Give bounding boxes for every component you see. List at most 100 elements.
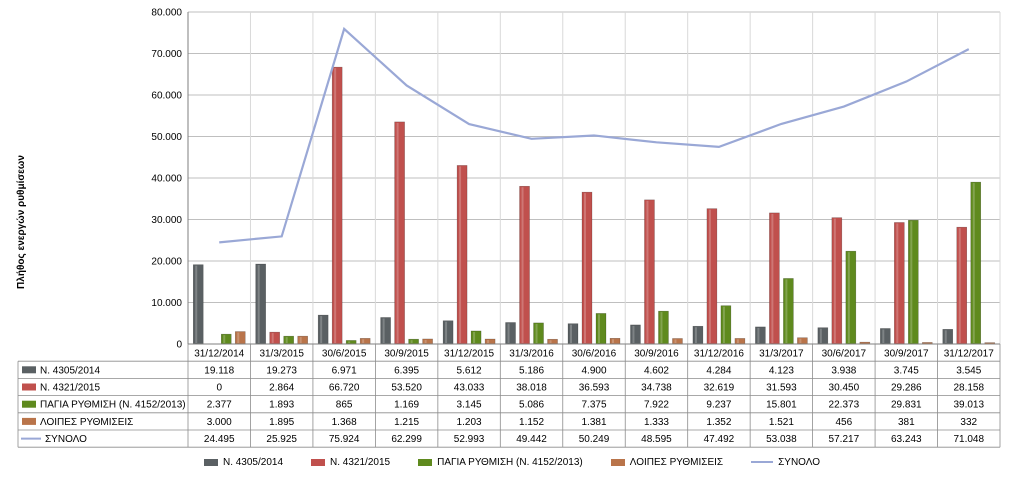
data-label: 57.217 [829, 434, 860, 445]
bar [880, 328, 891, 345]
data-label: 1.352 [706, 417, 731, 428]
x-tick-label: 30/6/2016 [572, 349, 617, 360]
bar [783, 278, 794, 345]
data-label: 3.145 [457, 400, 482, 411]
bar-highlight [320, 316, 323, 343]
data-label: 15.801 [766, 400, 797, 411]
bar-highlight [487, 340, 490, 343]
data-label: 1.215 [394, 417, 419, 428]
bar [970, 181, 982, 345]
bar [255, 263, 266, 345]
data-label: 1.893 [269, 400, 294, 411]
x-tick-label: 30/6/2017 [822, 349, 867, 360]
data-label: 5.612 [457, 365, 482, 376]
bar-highlight [195, 265, 198, 343]
bar [609, 338, 621, 345]
legend-swatch [610, 458, 625, 466]
bar-highlight [237, 332, 240, 343]
bar-highlight [257, 265, 260, 343]
row-label: Ν. 4305/2014 [40, 365, 100, 376]
row-swatch [22, 366, 36, 374]
row-swatch [22, 417, 36, 425]
data-label: 1.895 [269, 417, 294, 428]
bar-highlight [473, 331, 476, 343]
data-label: 2.377 [207, 400, 232, 411]
row-swatch [22, 383, 36, 391]
bar [317, 314, 329, 345]
bar [567, 323, 579, 345]
bar [755, 326, 766, 345]
bar-highlight [348, 341, 351, 343]
row-swatch [22, 400, 36, 408]
bar-highlight [833, 218, 836, 343]
bar-highlight [674, 339, 677, 343]
data-label: 75.924 [329, 434, 360, 445]
data-label: 5.186 [519, 365, 544, 376]
legend-item: ΣΥΝΟΛΟ [751, 457, 820, 468]
bar [456, 165, 468, 345]
data-label: 24.495 [204, 434, 235, 445]
data-label: 1.152 [519, 417, 544, 428]
bar-highlight [722, 306, 725, 343]
bar [505, 322, 516, 345]
data-label: 63.243 [891, 434, 922, 445]
legend-label: Ν. 4305/2014 [222, 456, 284, 468]
bar-highlight [708, 209, 711, 343]
bar-highlight [299, 337, 302, 343]
data-label: 0 [216, 383, 222, 394]
data-label: 39.013 [953, 400, 984, 411]
y-tick-label: 10.000 [151, 298, 182, 309]
data-label: 32.619 [704, 383, 735, 394]
bar [547, 338, 558, 345]
series-line [219, 26, 970, 244]
row-label: ΠΑΓΙΑ ΡΥΘΜΙΣΗ (Ν. 4152/2013) [40, 400, 186, 411]
bar-highlight [799, 338, 802, 343]
x-tick-label: 30/9/2017 [884, 349, 929, 360]
data-label: 31.593 [766, 383, 797, 394]
data-label: 62.299 [391, 434, 422, 445]
data-table: 31/12/2014 31/3/2015 30/6/2015 30/9/2015 31/… [17, 344, 1001, 448]
x-tick-label: 30/9/2015 [384, 349, 429, 360]
y-tick-label: 30.000 [151, 215, 182, 226]
legend-item: ΠΑΓΙΑ ΡΥΘΜΙΣΗ (Ν. 4152/2013) [418, 457, 583, 468]
data-label: 49.442 [516, 434, 547, 445]
bar [519, 185, 530, 345]
x-tick-label: 30/9/2016 [634, 349, 679, 360]
y-tick-label: 60.000 [151, 91, 182, 102]
bar [484, 338, 496, 345]
bar [630, 324, 641, 345]
bar-highlight [632, 325, 635, 343]
bar-highlight [382, 318, 385, 343]
data-label: 52.993 [454, 434, 485, 445]
bar [658, 310, 669, 345]
bar [942, 329, 954, 345]
data-label: 1.368 [332, 417, 357, 428]
legend-swatch [203, 458, 218, 466]
bar [908, 219, 919, 345]
data-label: 381 [898, 417, 915, 428]
bar [595, 313, 607, 345]
bar [331, 66, 343, 345]
row-label: ΣΥΝΟΛΟ [45, 434, 87, 445]
data-label: 1.333 [644, 417, 669, 428]
chart: 0 10.000 20.000 30.000 40.000 50.000 60.000 70.… [16, 8, 1001, 448]
data-label: 25.925 [266, 434, 297, 445]
bar-highlight [459, 166, 462, 343]
x-tick-label: 30/6/2015 [322, 349, 367, 360]
bar [672, 338, 683, 345]
data-label: 456 [836, 417, 853, 428]
y-tick-label: 80.000 [151, 8, 182, 19]
bar-highlight [612, 339, 614, 343]
data-label: 5.086 [519, 400, 544, 411]
data-label: 3.000 [207, 417, 232, 428]
data-label: 7.922 [644, 400, 669, 411]
data-label: 1.381 [581, 417, 606, 428]
bar [220, 333, 232, 345]
data-label: 6.395 [394, 365, 419, 376]
data-label: 66.720 [329, 383, 360, 394]
bar [234, 331, 246, 345]
data-label: 3.545 [956, 365, 981, 376]
bar-highlight [646, 200, 649, 343]
legend-swatch [751, 461, 774, 463]
bar [769, 212, 780, 345]
